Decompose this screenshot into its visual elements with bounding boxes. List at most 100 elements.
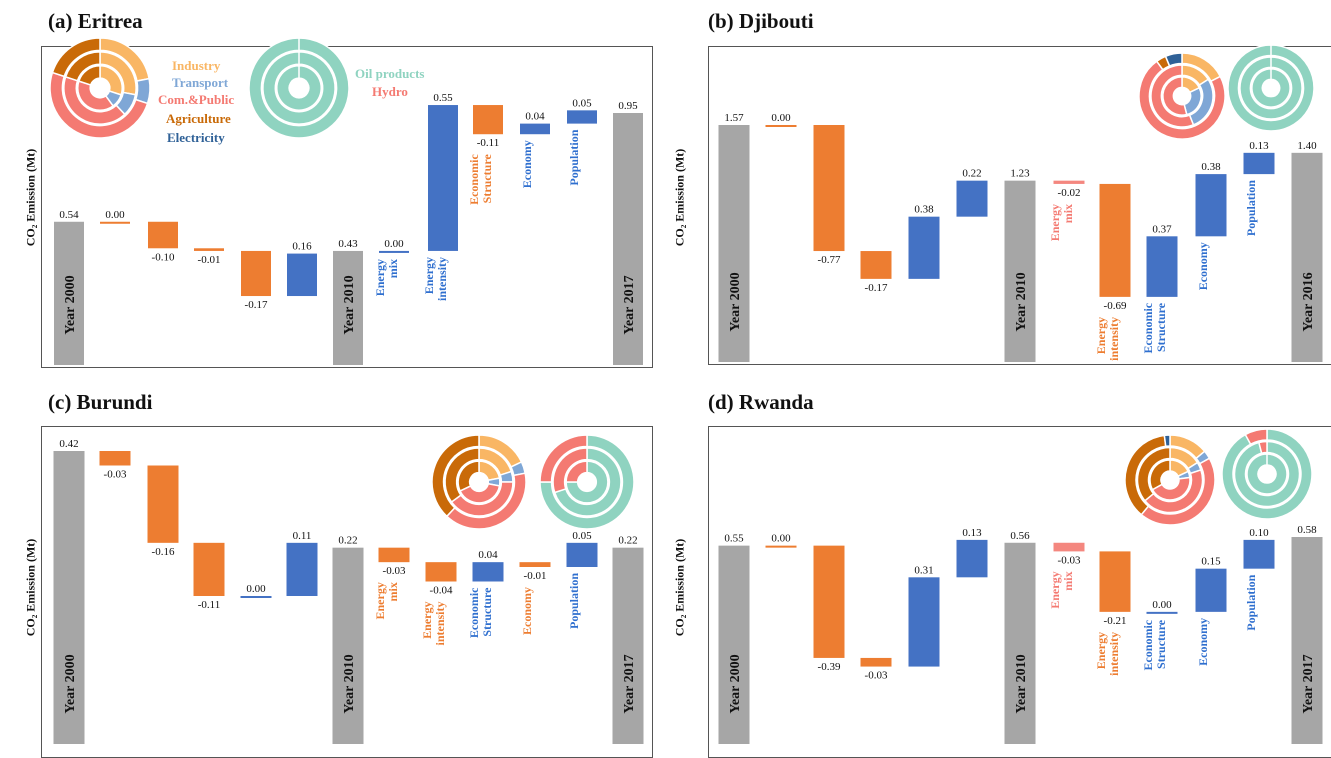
- energy-mix-label: Energy: [373, 259, 387, 296]
- panel-title-a: (a) Eritrea: [48, 9, 143, 33]
- donut-segment: [431, 434, 480, 518]
- economic-structure-bar: [473, 105, 503, 135]
- energy-mix-value-label: -0.03: [383, 565, 406, 577]
- driver-4-bar: [241, 250, 271, 297]
- economic-structure-label: Economic: [467, 154, 481, 205]
- driver-2-bar: [148, 221, 178, 249]
- legend-electricity: Electricity: [167, 130, 225, 145]
- chart-d-rwanda: 0.55 Year 2000 0.00 -0.39 -0.03 0.31 0.13 0.56 Y…: [718, 524, 1323, 744]
- legend-industry: Industry: [172, 58, 221, 73]
- energy-intensity-label: intensity: [1107, 632, 1121, 676]
- year-2016-label: Year 2016: [1301, 272, 1316, 331]
- donut-segment: [1149, 459, 1171, 491]
- year-2010-label: Year 2010: [1014, 272, 1029, 331]
- economic-structure-bar: [1146, 611, 1178, 614]
- donut-segment: [1258, 440, 1268, 455]
- driver-1-value-label: 0.00: [105, 209, 125, 221]
- economic-structure-label: Economic: [467, 587, 481, 638]
- year-2010-label: Year 2010: [342, 654, 357, 713]
- driver-4-bar: [240, 596, 272, 598]
- year-2000-value-label: 0.42: [59, 438, 78, 450]
- energy-intensity-bar: [1099, 183, 1131, 297]
- driver-3-bar: [194, 248, 224, 251]
- population-bar: [1243, 539, 1275, 569]
- economy-value-label: 0.04: [525, 111, 545, 123]
- year-2016-value-label: 1.40: [1297, 140, 1317, 152]
- energy-intensity-bar: [1099, 551, 1131, 612]
- economy-bar: [519, 562, 551, 567]
- donut-segment: [1252, 69, 1290, 107]
- driver-4-value-label: 0.38: [914, 204, 934, 216]
- chart-b-djibouti: 1.57 Year 2000 0.00 -0.77 -0.17 0.38 0.22 1.23 Y…: [718, 112, 1323, 362]
- driver-5-bar: [956, 180, 988, 217]
- population-value-label: 0.05: [572, 97, 592, 109]
- driver-2-bar: [813, 545, 845, 658]
- year-2010-bar: [332, 547, 364, 744]
- energy-intensity-value-label: 0.55: [433, 92, 453, 104]
- legend-agriculture: Agriculture: [166, 111, 231, 126]
- driver-4-bar: [908, 577, 940, 667]
- legend-com-public: Com.&Public: [158, 92, 234, 107]
- year-2017-bar: [612, 547, 644, 744]
- year-2000-label: Year 2000: [728, 654, 743, 713]
- driver-5-value-label: 0.11: [293, 530, 312, 542]
- energy-intensity-bar: [428, 105, 458, 251]
- driver-4-bar: [908, 216, 940, 279]
- year-2000-bar: [54, 221, 84, 365]
- economic-structure-label: Structure: [1154, 302, 1168, 352]
- population-label: Population: [567, 573, 581, 629]
- energy-intensity-value-label: -0.69: [1104, 300, 1127, 312]
- population-value-label: 0.10: [1249, 527, 1269, 539]
- driver-2-value-label: -0.10: [152, 251, 175, 263]
- year-2010-bar: [1004, 542, 1036, 744]
- driver-1-bar: [100, 221, 130, 224]
- donut-segment: [1247, 454, 1287, 494]
- energy-mix-label: mix: [1061, 204, 1075, 223]
- driver-5-bar: [286, 542, 318, 596]
- energy-mix-bar: [378, 547, 410, 563]
- year-2000-label: Year 2000: [728, 272, 743, 331]
- year-2000-value-label: 0.55: [724, 533, 744, 545]
- year-2017-label: Year 2017: [622, 275, 637, 334]
- donut-segment: [539, 434, 588, 483]
- economy-bar: [1195, 568, 1227, 612]
- energy-intensity-label: Energy: [420, 602, 434, 639]
- year-2016-bar: [1291, 152, 1323, 362]
- legend: Industry Transport Com.&Public Agriculture E…: [158, 58, 424, 145]
- economic-structure-label: Economic: [1141, 302, 1155, 353]
- legend-transport: Transport: [172, 75, 229, 90]
- year-2017-value-label: 0.58: [1297, 524, 1317, 536]
- donut-segment: [64, 51, 101, 82]
- year-2000-value-label: 1.57: [724, 112, 744, 124]
- driver-2-bar: [813, 125, 845, 252]
- energy-mix-label: mix: [386, 259, 400, 278]
- donut-segment: [553, 447, 622, 517]
- fuel-donut-a: [248, 37, 350, 139]
- donut-segment: [1162, 76, 1188, 116]
- donut-segment: [1136, 446, 1171, 502]
- driver-4-value-label: -0.17: [245, 299, 268, 311]
- population-value-label: 0.13: [1249, 140, 1269, 152]
- year-2010-value-label: 1.23: [1010, 168, 1030, 180]
- economy-value-label: 0.38: [1201, 161, 1221, 173]
- panel-title-c: (c) Burundi: [48, 390, 153, 414]
- donut-segment: [565, 460, 609, 504]
- economic-structure-bar: [472, 562, 504, 582]
- driver-2-value-label: -0.39: [818, 661, 841, 673]
- energy-mix-label: Energy: [373, 582, 387, 619]
- driver-3-value-label: -0.11: [198, 599, 221, 611]
- economy-label: Economy: [520, 587, 534, 635]
- population-bar: [567, 110, 597, 124]
- population-label: Population: [1244, 180, 1258, 236]
- year-2010-value-label: 0.43: [338, 238, 358, 250]
- legend-hydro: Hydro: [372, 84, 408, 99]
- energy-mix-bar: [379, 250, 409, 253]
- population-label: Population: [1244, 574, 1258, 630]
- economic-structure-value-label: 0.00: [1152, 599, 1172, 611]
- economic-structure-bar: [1146, 236, 1178, 297]
- driver-1-bar: [765, 125, 797, 127]
- sector-donut-a: [49, 37, 151, 139]
- year-2010-label: Year 2010: [342, 275, 357, 334]
- fuel-donut-c: [539, 434, 635, 530]
- population-bar: [566, 542, 598, 567]
